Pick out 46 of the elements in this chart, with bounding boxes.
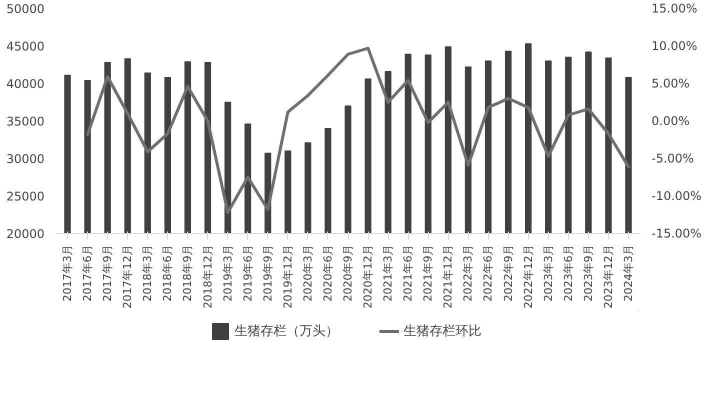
y2-tick-label: 5.00%	[652, 76, 690, 90]
x-tick-label: 2022年12月	[522, 244, 535, 308]
x-tick-label: 2023年3月	[542, 244, 555, 302]
x-tick-label: 2020年3月	[301, 244, 314, 302]
x-tick-label: 2022年9月	[502, 244, 515, 302]
x-tick-label: 2018年3月	[141, 244, 154, 302]
x-tick-label: 2021年9月	[422, 244, 435, 302]
x-tick-label: 2019年6月	[241, 244, 254, 302]
x-tick-label: 2023年12月	[602, 244, 615, 308]
y2-tick-label: 15.00%	[652, 2, 698, 16]
y2-tick-label: -15.00%	[652, 226, 702, 240]
x-tick-label: 2024年3月	[622, 244, 635, 302]
x-tick-label: 2017年12月	[121, 244, 134, 308]
x-tick-label: 2022年6月	[482, 244, 495, 302]
x-tick-label: 2017年6月	[81, 244, 94, 302]
x-tick-label: 2022年3月	[462, 244, 475, 302]
line-series	[86, 46, 630, 214]
y2-tick-label: 0.00%	[652, 114, 690, 128]
x-tick-label: 2023年6月	[562, 244, 575, 302]
x-tick-label: 2018年9月	[181, 244, 194, 302]
x-tick-label: 2019年12月	[281, 244, 294, 308]
x-tick-label: 2019年3月	[221, 244, 234, 302]
x-tick-label: 2019年9月	[261, 244, 274, 302]
x-tick-label: 2020年12月	[362, 244, 375, 308]
x-tick-label: 2021年6月	[402, 244, 415, 302]
y2-tick-label: -10.00%	[652, 189, 702, 203]
x-tick-label: 2021年3月	[382, 244, 395, 302]
y-tick-label: 35000	[6, 114, 45, 128]
x-tick-label: 2018年6月	[161, 244, 174, 302]
y-tick-label: 20000	[6, 227, 45, 241]
y-tick-label: 50000	[6, 2, 45, 16]
x-tick-label: 2018年12月	[201, 244, 214, 308]
legend-label: 生猪存栏（万头）	[234, 323, 338, 340]
x-tick-label: 2023年9月	[582, 244, 595, 302]
x-tick-label: 2020年6月	[321, 244, 334, 302]
x-tick-label: 2017年3月	[61, 244, 74, 302]
y2-tick-label: -5.00%	[652, 152, 694, 166]
x-tick-label: 2020年9月	[342, 244, 354, 302]
y-tick-label: 25000	[6, 190, 45, 204]
x-tick-label: 2017年9月	[101, 244, 114, 302]
x-tick-label: 2021年12月	[442, 244, 455, 308]
y2-tick-label: 10.00%	[652, 39, 698, 53]
y-tick-label: 30000	[6, 152, 45, 166]
y-tick-label: 45000	[6, 40, 45, 54]
legend-label: 生猪存栏环比	[404, 323, 482, 340]
y-tick-label: 40000	[6, 77, 45, 91]
